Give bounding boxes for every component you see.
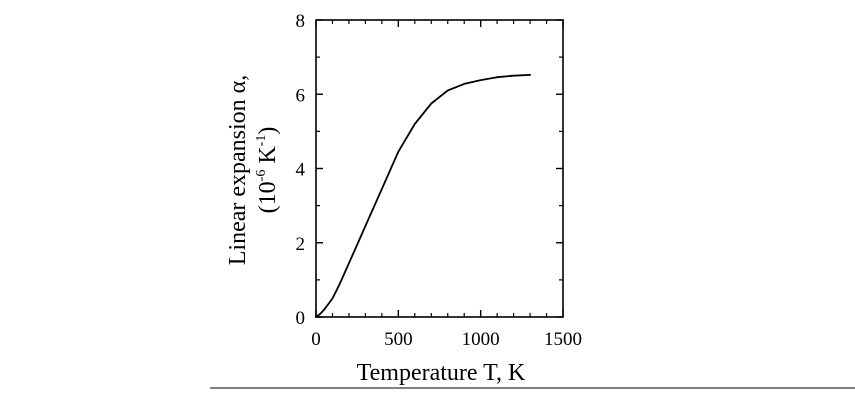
x-tick-labels: 0 500 1000 1500	[311, 329, 582, 350]
y-axis-title: Linear expansion α, (10-6 K-1)	[225, 75, 281, 266]
y-axis-unit-close: )	[255, 127, 281, 135]
x-tick-label: 1500	[544, 329, 582, 350]
y-axis-unit-exp2: -1	[254, 135, 269, 147]
x-axis-title: Temperature T, K	[357, 360, 526, 386]
y-axis-unit-k: K	[255, 146, 281, 170]
y-ticks	[316, 19, 563, 318]
y-tick-label: 2	[296, 234, 306, 255]
x-tick-label: 0	[311, 329, 321, 350]
series-lines	[315, 74, 531, 318]
y-tick-label: 8	[296, 11, 306, 32]
series-line	[315, 74, 531, 318]
y-axis-title-line1: Linear expansion α,	[225, 75, 251, 266]
y-tick-label: 0	[296, 308, 306, 329]
x-tick-label: 500	[384, 329, 413, 350]
x-ticks	[315, 20, 564, 317]
y-axis-unit-open: (10	[255, 181, 281, 213]
y-tick-labels: 0 2 4 6 8	[296, 11, 306, 329]
x-tick-label: 1000	[462, 329, 500, 350]
y-tick-label: 6	[296, 85, 306, 106]
y-tick-label: 4	[296, 160, 306, 181]
y-axis-unit-exp1: -6	[254, 170, 269, 182]
y-axis-title-line2: (10-6 K-1)	[254, 127, 281, 214]
plot-frame	[315, 19, 564, 318]
